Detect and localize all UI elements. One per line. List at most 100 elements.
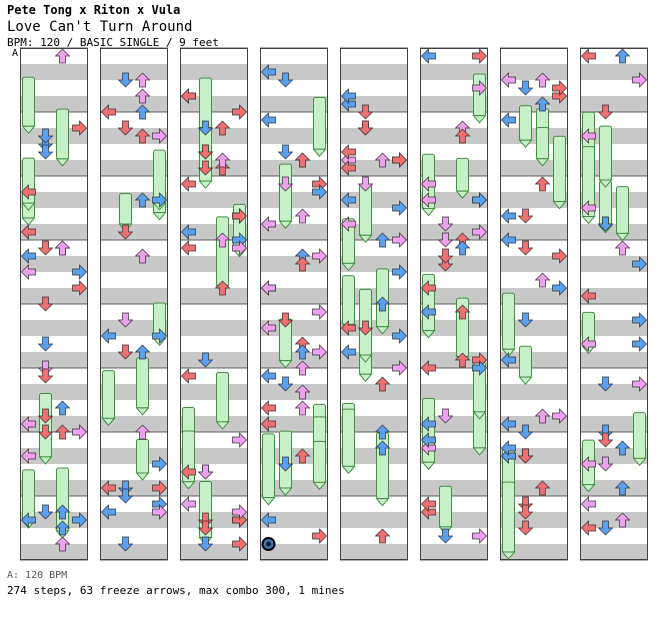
beat-band (340, 96, 408, 112)
beat-band (580, 224, 648, 240)
left-arrow (421, 280, 436, 296)
left-arrow (501, 232, 516, 248)
beat-band (580, 256, 648, 272)
freeze-tail (312, 148, 327, 158)
right-arrow (152, 456, 167, 472)
up-arrow (54, 424, 71, 440)
up-arrow (294, 400, 311, 416)
freeze-tail (312, 481, 327, 491)
beat-band (580, 192, 648, 208)
up-arrow (134, 424, 151, 440)
down-arrow (517, 520, 534, 536)
down-arrow (517, 424, 534, 440)
freeze-arrow (519, 105, 532, 141)
beat-band (20, 512, 88, 528)
up-arrow (54, 504, 71, 520)
freeze-tail (261, 497, 276, 506)
beat-band (260, 288, 328, 304)
right-arrow (232, 536, 247, 552)
beat-band (180, 64, 248, 80)
right-arrow (552, 80, 567, 96)
beat-band (420, 320, 488, 336)
up-arrow (534, 408, 551, 424)
right-arrow (232, 504, 247, 520)
down-arrow (277, 72, 294, 88)
freeze-tail (358, 234, 373, 243)
up-arrow (374, 232, 391, 248)
beat-band (20, 224, 88, 240)
down-arrow (117, 312, 134, 328)
left-arrow (421, 304, 436, 320)
beat-band (420, 192, 488, 208)
down-arrow (37, 408, 54, 424)
beat-band (100, 448, 168, 464)
right-arrow (312, 344, 327, 360)
beat-band (500, 512, 568, 528)
beat-band (420, 64, 488, 80)
left-arrow (181, 88, 196, 104)
down-arrow (357, 104, 374, 120)
beat-band (500, 160, 568, 176)
left-arrow (421, 496, 436, 512)
beat-band (500, 544, 568, 560)
freeze-tail (375, 498, 390, 507)
beat-band (420, 544, 488, 560)
down-arrow (197, 464, 214, 480)
beat-band (20, 128, 88, 144)
left-arrow (501, 352, 516, 368)
down-arrow (517, 312, 534, 328)
right-arrow (232, 432, 247, 448)
right-arrow (392, 328, 407, 344)
beat-band (500, 384, 568, 400)
beat-band (180, 512, 248, 528)
beat-band (180, 544, 248, 560)
beat-band (20, 544, 88, 560)
freeze-tail (632, 457, 647, 467)
left-arrow (261, 368, 276, 384)
beat-band (420, 224, 488, 240)
beat-band (180, 96, 248, 112)
column-border (500, 48, 568, 560)
left-arrow (581, 200, 596, 216)
left-arrow (421, 48, 436, 64)
down-arrow (117, 488, 134, 504)
down-arrow (597, 376, 614, 392)
left-arrow (501, 72, 516, 88)
beat-band (580, 64, 648, 80)
bpm-note: A: 120 BPM (7, 570, 68, 581)
left-arrow (101, 480, 116, 496)
up-arrow (134, 104, 151, 120)
beat-band (180, 128, 248, 144)
freeze-tail (55, 158, 70, 167)
freeze-tail (181, 481, 196, 490)
freeze-tail (278, 220, 293, 229)
right-arrow (72, 264, 87, 280)
up-arrow (534, 72, 551, 88)
freeze-tail (535, 158, 550, 167)
left-arrow (181, 176, 196, 192)
beat-band (420, 256, 488, 272)
beat-band (340, 224, 408, 240)
up-arrow (54, 400, 71, 416)
down-arrow (597, 432, 614, 448)
down-arrow (117, 480, 134, 496)
beat-band (340, 256, 408, 272)
beat-band (180, 384, 248, 400)
beat-band (500, 224, 568, 240)
right-arrow (472, 360, 487, 376)
beat-band (580, 416, 648, 432)
beat-band (340, 64, 408, 80)
down-arrow (517, 80, 534, 96)
up-arrow (214, 120, 231, 136)
left-arrow (261, 280, 276, 296)
down-arrow (117, 344, 134, 360)
right-arrow (72, 512, 87, 528)
left-arrow (181, 368, 196, 384)
down-arrow (517, 504, 534, 520)
beat-band (260, 352, 328, 368)
beat-band (100, 224, 168, 240)
beat-band (340, 384, 408, 400)
down-arrow (37, 504, 54, 520)
left-arrow (21, 184, 36, 200)
freeze-tail (358, 354, 373, 363)
